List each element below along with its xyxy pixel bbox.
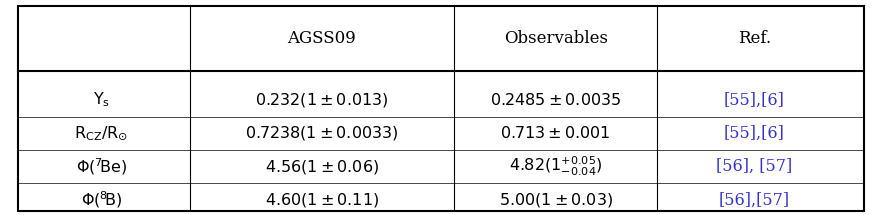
Text: AGSS09: AGSS09 <box>288 30 356 47</box>
Text: $4.60(1 \pm 0.11)$: $4.60(1 \pm 0.11)$ <box>265 191 379 209</box>
Text: [56],[57]: [56],[57] <box>719 191 789 209</box>
Text: [56], [57]: [56], [57] <box>716 158 792 175</box>
Text: Observables: Observables <box>504 30 608 47</box>
Text: $\mathrm{R_{CZ}/R_{\odot}}$: $\mathrm{R_{CZ}/R_{\odot}}$ <box>74 124 129 142</box>
Text: $4.82(1^{+0.05}_{-0.04})$: $4.82(1^{+0.05}_{-0.04})$ <box>509 155 602 178</box>
Text: $0.713 \pm 0.001$: $0.713 \pm 0.001$ <box>500 125 611 141</box>
Text: $0.7238(1 \pm 0.0033)$: $0.7238(1 \pm 0.0033)$ <box>245 124 399 142</box>
Text: [55],[6]: [55],[6] <box>723 91 785 109</box>
Text: $0.232(1 \pm 0.013)$: $0.232(1 \pm 0.013)$ <box>255 91 389 109</box>
Text: $\Phi(^8\!\mathrm{B})$: $\Phi(^8\!\mathrm{B})$ <box>80 190 123 210</box>
Text: $4.56(1 \pm 0.06)$: $4.56(1 \pm 0.06)$ <box>265 158 379 176</box>
Text: $\Phi(^7\!\mathrm{Be})$: $\Phi(^7\!\mathrm{Be})$ <box>76 156 127 177</box>
Text: $\mathrm{Y_s}$: $\mathrm{Y_s}$ <box>93 91 110 109</box>
Text: $0.2485 \pm 0.0035$: $0.2485 \pm 0.0035$ <box>490 92 621 108</box>
Text: [55],[6]: [55],[6] <box>723 125 785 142</box>
Text: $5.00(1 \pm 0.03)$: $5.00(1 \pm 0.03)$ <box>498 191 613 209</box>
Text: Ref.: Ref. <box>737 30 771 47</box>
